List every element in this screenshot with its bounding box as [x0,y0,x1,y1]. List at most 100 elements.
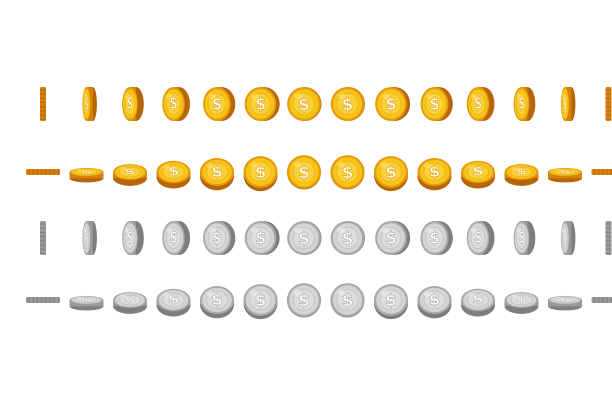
coin-frame: $ [417,158,452,191]
coin-frame: $ [113,292,147,314]
dollar-symbol: $ [472,166,484,179]
coin-frame [26,297,60,303]
dollar-symbol: $ [124,168,136,177]
coin-frame: $ [200,158,234,191]
coin-frame: $ [243,156,278,192]
dollar-symbol: $ [124,296,136,305]
coin-frame [605,87,612,121]
dollar-symbol: $ [81,298,93,303]
dollar-symbol: $ [559,298,571,303]
dollar-symbol: $ [81,170,93,175]
coin-frame: $ [287,283,321,318]
gold-flip-row: $ $ $ $ $ $ $ $ $ $ $ $ [0,142,612,202]
coin-frame: $ [287,87,322,121]
dollar-symbol: $ [211,164,223,180]
dollar-symbol: $ [472,294,484,307]
coin-frame: $ [287,155,321,190]
dollar-symbol: $ [385,163,397,181]
coin-frame: $ [203,221,236,255]
dollar-symbol: $ [298,162,310,182]
coin-frame: $ [330,283,365,318]
coin-frame: $ [113,164,147,186]
coin-frame: $ [560,87,576,121]
dollar-symbol: $ [255,228,266,248]
coin-frame: $ [374,156,408,192]
coin-frame: $ [287,221,322,255]
dollar-symbol: $ [168,166,180,179]
dollar-symbol: $ [127,94,133,113]
dollar-symbol: $ [385,94,396,114]
dollar-symbol: $ [519,94,525,113]
dollar-symbol: $ [212,228,222,248]
dollar-symbol: $ [430,94,440,114]
dollar-symbol: $ [474,229,482,248]
coin-frame: $ [504,292,539,314]
dollar-symbol: $ [170,229,178,248]
dollar-symbol: $ [519,228,525,247]
silver-flip-row: $ $ $ $ $ $ $ $ $ $ $ $ [0,270,612,330]
dollar-symbol: $ [255,94,266,114]
coin-frame: $ [122,87,144,121]
dollar-symbol: $ [385,228,396,248]
dollar-symbol: $ [85,94,88,113]
coin-frame: $ [69,167,104,183]
coin-frame: $ [466,221,495,255]
dollar-symbol: $ [168,294,180,307]
dollar-symbol: $ [564,228,567,247]
dollar-symbol: $ [516,168,528,177]
dollar-symbol: $ [559,170,571,175]
coin-frame: $ [420,87,453,121]
coin-frame: $ [162,221,191,255]
coin-frame: $ [122,221,144,255]
coin-frame: $ [243,284,278,320]
dollar-symbol: $ [564,94,567,113]
coin-frame: $ [513,221,536,255]
coin-frame: $ [203,87,236,121]
coin-frame: $ [156,160,191,189]
coin-frame: $ [548,295,582,311]
coin-frame: $ [461,160,495,189]
coin-frame: $ [417,286,452,319]
coin-frame [591,169,612,175]
dollar-symbol: $ [474,95,482,114]
coin-frame: $ [244,221,280,255]
gold-spin-row: $ $ $ $ $ $ $ $ $ $ $ $ [0,78,612,138]
coin-frame: $ [504,164,539,186]
coin-frame: $ [330,155,365,190]
dollar-symbol: $ [342,228,354,248]
coin-frame: $ [461,288,495,317]
coin-frame: $ [82,221,97,255]
dollar-symbol: $ [429,164,441,180]
dollar-symbol: $ [429,292,441,308]
coin-frame: $ [82,87,97,121]
coin-frame: $ [513,87,536,121]
coin-frame [40,221,46,255]
coin-row-graphic: $ $ $ $ $ $ $ $ $ $ $ $ [26,155,612,192]
coin-frame: $ [420,221,453,255]
coin-row-graphic: $ $ $ $ $ $ $ $ $ $ $ $ [40,221,612,255]
dollar-symbol: $ [430,228,440,248]
dollar-symbol: $ [85,228,88,247]
coin-frame: $ [330,87,365,121]
coin-row-graphic: $ $ $ $ $ $ $ $ $ $ $ $ [26,283,612,320]
dollar-symbol: $ [170,95,178,114]
coin-frame [26,169,60,175]
dollar-symbol: $ [298,290,310,310]
coin-frame: $ [330,221,365,255]
coin-frame: $ [69,295,104,311]
dollar-symbol: $ [298,228,310,248]
dollar-symbol: $ [212,94,222,114]
coin-frame: $ [200,286,234,319]
dollar-symbol: $ [385,291,397,309]
coin-frame: $ [244,87,280,121]
coin-frame [40,87,46,121]
dollar-symbol: $ [255,163,267,181]
dollar-symbol: $ [516,296,528,305]
dollar-symbol: $ [127,228,133,247]
coin-frame: $ [560,221,576,255]
silver-spin-row: $ $ $ $ $ $ $ $ $ $ $ $ [0,210,612,270]
dollar-symbol: $ [211,292,223,308]
coin-frame: $ [466,87,495,121]
coin-row-graphic: $ $ $ $ $ $ $ $ $ $ $ $ [40,87,612,121]
coin-frame: $ [156,288,191,317]
